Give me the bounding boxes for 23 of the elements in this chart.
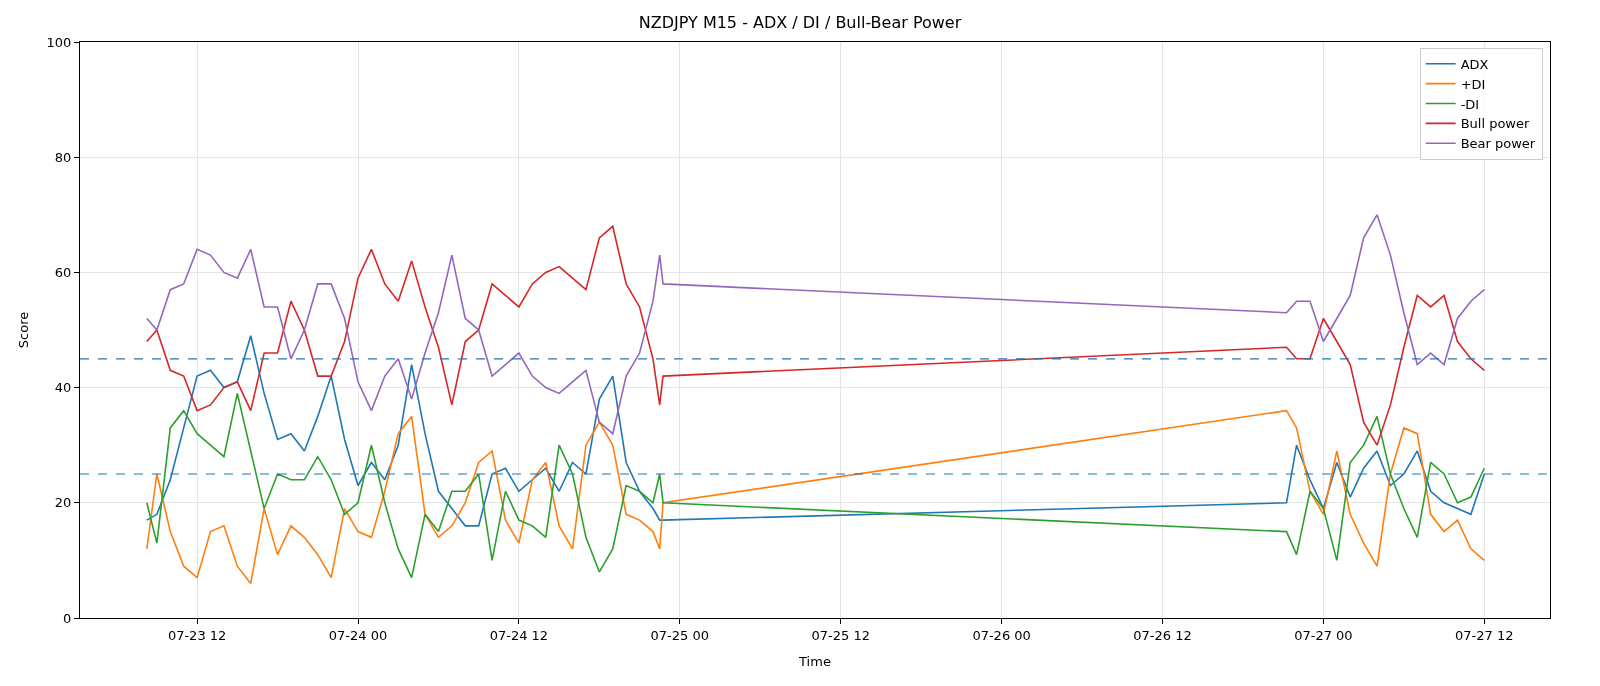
y-tick-label: 40 [54,380,72,396]
legend-label: ADX [1460,56,1489,72]
x-axis-title: Time [798,654,831,670]
y-tick-label: 100 [46,34,72,50]
legend-label: Bear power [1460,136,1536,152]
chart-title: NZDJPY M15 - ADX / DI / Bull-Bear Power [638,13,962,33]
x-tick-label: 07-26 12 [1133,627,1192,643]
x-tick-label: 07-27 12 [1455,627,1514,643]
y-tick-label: 0 [63,610,72,626]
legend-label: Bull power [1460,116,1530,132]
x-tick-label: 07-25 12 [811,627,870,643]
x-tick-label: 07-24 00 [328,627,388,643]
x-tick-label: 07-27 00 [1294,627,1353,643]
x-tick-label: 07-26 00 [972,627,1031,643]
y-tick-label: 20 [54,495,72,511]
y-tick-label: 80 [54,149,72,165]
x-tick-label: 07-25 00 [650,627,710,643]
x-tick-label: 07-24 12 [489,627,549,643]
legend-label: +DI [1460,76,1486,92]
y-tick-label: 60 [54,264,72,280]
x-tick-label: 07-23 12 [167,627,227,643]
legend-label: -DI [1460,96,1480,112]
y-axis-title: Score [15,311,31,349]
